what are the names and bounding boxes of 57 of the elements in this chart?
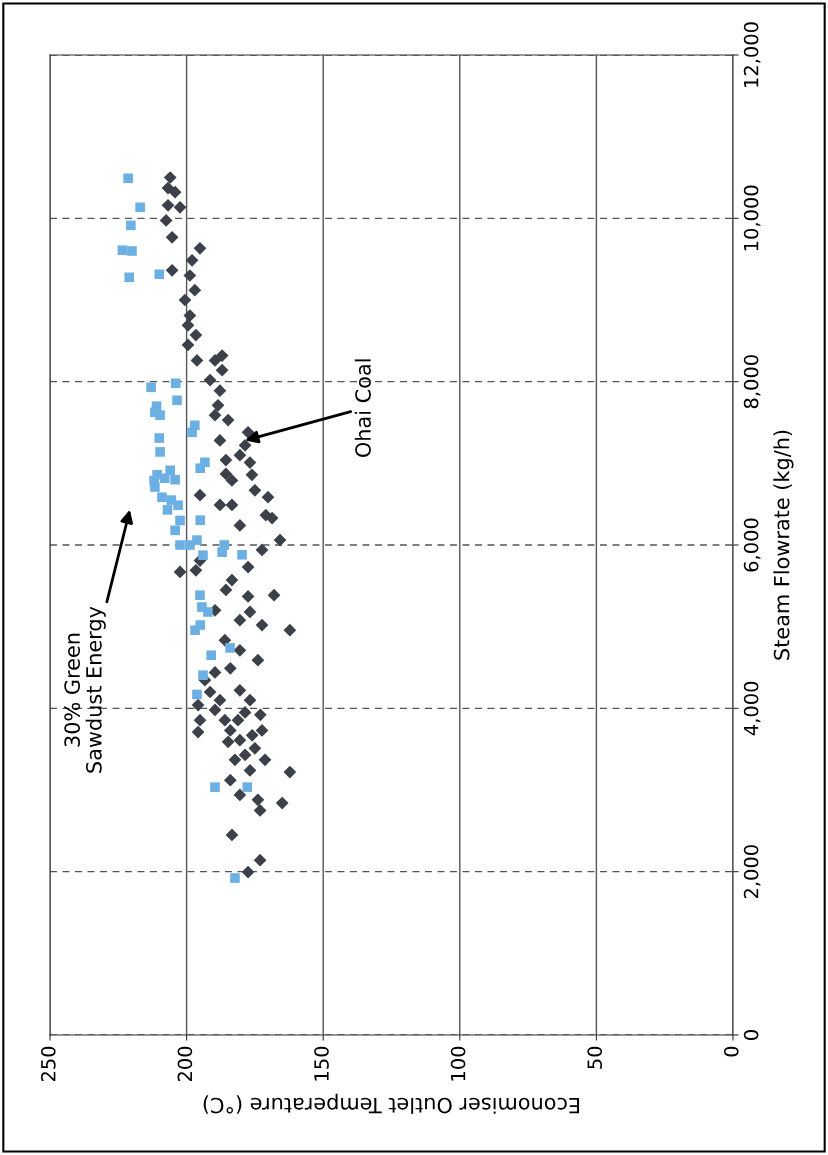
point <box>195 515 206 525</box>
y-tick-label: 10,000 <box>743 185 761 251</box>
point <box>165 465 176 476</box>
point <box>173 500 183 511</box>
y-tick-label: 8,000 <box>743 355 761 409</box>
point <box>237 549 247 560</box>
point <box>117 245 128 255</box>
y-tick-label: 6,000 <box>743 518 761 572</box>
point <box>162 505 173 515</box>
x-tick-label: 200 <box>177 1046 193 1082</box>
x-tick-label: 100 <box>450 1046 466 1081</box>
point <box>154 269 165 280</box>
x-tick-label: 0 <box>723 1046 739 1057</box>
y-tick-label: 4,000 <box>743 681 761 736</box>
point <box>187 427 197 438</box>
point <box>154 433 165 443</box>
annotation: Ohai Coal <box>354 359 371 457</box>
x-tick-label: 50 <box>587 1046 603 1069</box>
point <box>170 378 181 389</box>
point <box>170 474 180 485</box>
x-axis-title: Economiser Outlet Temperature (°C) <box>203 1093 580 1114</box>
annotation: 30% Green Sawdust Energy <box>64 606 106 773</box>
point <box>124 272 135 283</box>
point <box>155 447 165 457</box>
point <box>172 395 182 406</box>
point <box>155 410 165 420</box>
point <box>192 689 202 700</box>
point <box>146 382 156 393</box>
x-tick-label: 250 <box>40 1046 56 1082</box>
point <box>210 782 220 792</box>
point <box>190 625 200 635</box>
point <box>159 473 170 484</box>
point <box>230 873 240 883</box>
point <box>126 220 136 231</box>
point <box>242 782 253 792</box>
point <box>195 463 206 474</box>
point <box>206 650 216 661</box>
point <box>150 482 160 492</box>
y-tick-label: 12,000 <box>743 22 761 87</box>
point <box>225 643 235 653</box>
point <box>175 540 185 550</box>
y-tick-label: 0 <box>743 1030 759 1040</box>
point <box>123 173 133 184</box>
y-axis-title: Steam Flowrate (kg/h) <box>773 430 794 660</box>
point <box>195 590 205 601</box>
point <box>192 535 202 545</box>
point <box>157 492 167 503</box>
x-tick-label: 150 <box>314 1046 329 1081</box>
point <box>170 525 180 536</box>
point <box>135 202 145 213</box>
y-tick-label: 2,000 <box>743 845 761 899</box>
point <box>198 550 208 561</box>
point <box>127 246 137 256</box>
point <box>175 515 185 526</box>
point <box>198 670 208 680</box>
point <box>219 540 230 550</box>
point <box>203 607 213 617</box>
